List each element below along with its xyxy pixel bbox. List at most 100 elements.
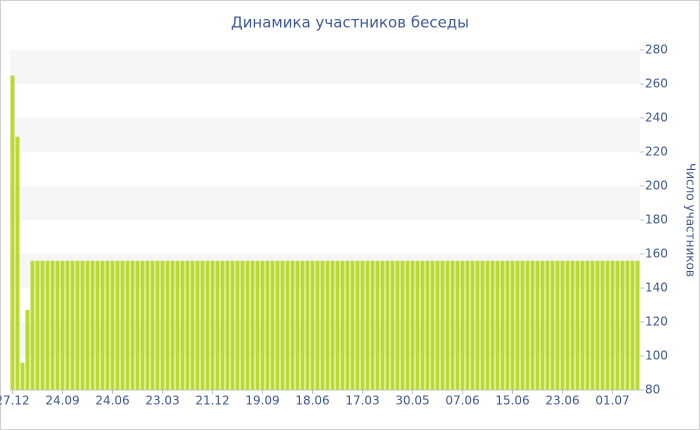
bar (20, 362, 25, 390)
chart-title: Динамика участников беседы (231, 14, 469, 32)
x-tick-label: 17.03 (345, 394, 379, 408)
x-tick-label: 23.03 (145, 394, 179, 408)
bar (270, 260, 275, 390)
bar (330, 260, 335, 390)
bar (520, 260, 525, 390)
bar (440, 260, 445, 390)
bar (120, 260, 125, 390)
bar (375, 260, 380, 390)
bar (385, 260, 390, 390)
bar (485, 260, 490, 390)
bar (340, 260, 345, 390)
bar (355, 260, 360, 390)
bar (395, 260, 400, 390)
bar (125, 260, 130, 390)
bar (460, 260, 465, 390)
bar (80, 260, 85, 390)
bar (360, 260, 365, 390)
bar (140, 260, 145, 390)
bar (410, 260, 415, 390)
bar (75, 260, 80, 390)
bar (420, 260, 425, 390)
bar (585, 260, 590, 390)
bar (185, 260, 190, 390)
bar (525, 260, 530, 390)
bar (105, 260, 110, 390)
bar (85, 260, 90, 390)
bar (220, 260, 225, 390)
grid-band (10, 254, 640, 288)
bar (505, 260, 510, 390)
bar (255, 260, 260, 390)
x-tick-label: 24.09 (45, 394, 79, 408)
bar (135, 260, 140, 390)
y-tick-label: 260 (645, 77, 668, 91)
bar (310, 260, 315, 390)
grid-band (10, 186, 640, 220)
bar (345, 260, 350, 390)
bar (285, 260, 290, 390)
y-tick-label: 120 (645, 315, 668, 329)
bar (555, 260, 560, 390)
bar (615, 260, 620, 390)
x-tick-label: 07.06 (445, 394, 479, 408)
bar (70, 260, 75, 390)
bar (160, 260, 165, 390)
bar (365, 260, 370, 390)
bar (290, 260, 295, 390)
bar (40, 260, 45, 390)
x-tick-label: 30.05 (395, 394, 429, 408)
grid-band (10, 50, 640, 84)
bar (55, 260, 60, 390)
bar (435, 260, 440, 390)
bar (240, 260, 245, 390)
bar (25, 310, 30, 390)
bar (180, 260, 185, 390)
bar (430, 260, 435, 390)
x-tick-label: 19.09 (245, 394, 279, 408)
bar (445, 260, 450, 390)
y-axis-title: Число участников (684, 163, 698, 277)
bar (245, 260, 250, 390)
x-tick-label: 18.06 (295, 394, 329, 408)
bar (205, 260, 210, 390)
bar (100, 260, 105, 390)
bar (200, 260, 205, 390)
bar (625, 260, 630, 390)
bar (610, 260, 615, 390)
bar (190, 260, 195, 390)
bar (465, 260, 470, 390)
bar (350, 260, 355, 390)
bar (95, 260, 100, 390)
bar (130, 260, 135, 390)
bar (400, 260, 405, 390)
bar (390, 260, 395, 390)
bar (170, 260, 175, 390)
bar (60, 260, 65, 390)
x-tick-label: 15.06 (495, 394, 529, 408)
bar (530, 260, 535, 390)
y-tick-label: 240 (645, 111, 668, 125)
bar (30, 260, 35, 390)
bar (535, 260, 540, 390)
bar (320, 260, 325, 390)
bar (405, 260, 410, 390)
bar (565, 260, 570, 390)
x-tick-label: 01.07 (595, 394, 629, 408)
y-tick-label: 140 (645, 281, 668, 295)
bar (145, 260, 150, 390)
bar (490, 260, 495, 390)
bar (275, 260, 280, 390)
x-tick-label: 27.12 (0, 394, 30, 408)
bar (510, 260, 515, 390)
bar (175, 260, 180, 390)
y-tick-label: 220 (645, 145, 668, 159)
bar (540, 260, 545, 390)
bar (425, 260, 430, 390)
bar (470, 260, 475, 390)
bar (195, 260, 200, 390)
bar (280, 260, 285, 390)
bar (620, 260, 625, 390)
bar (15, 136, 20, 390)
